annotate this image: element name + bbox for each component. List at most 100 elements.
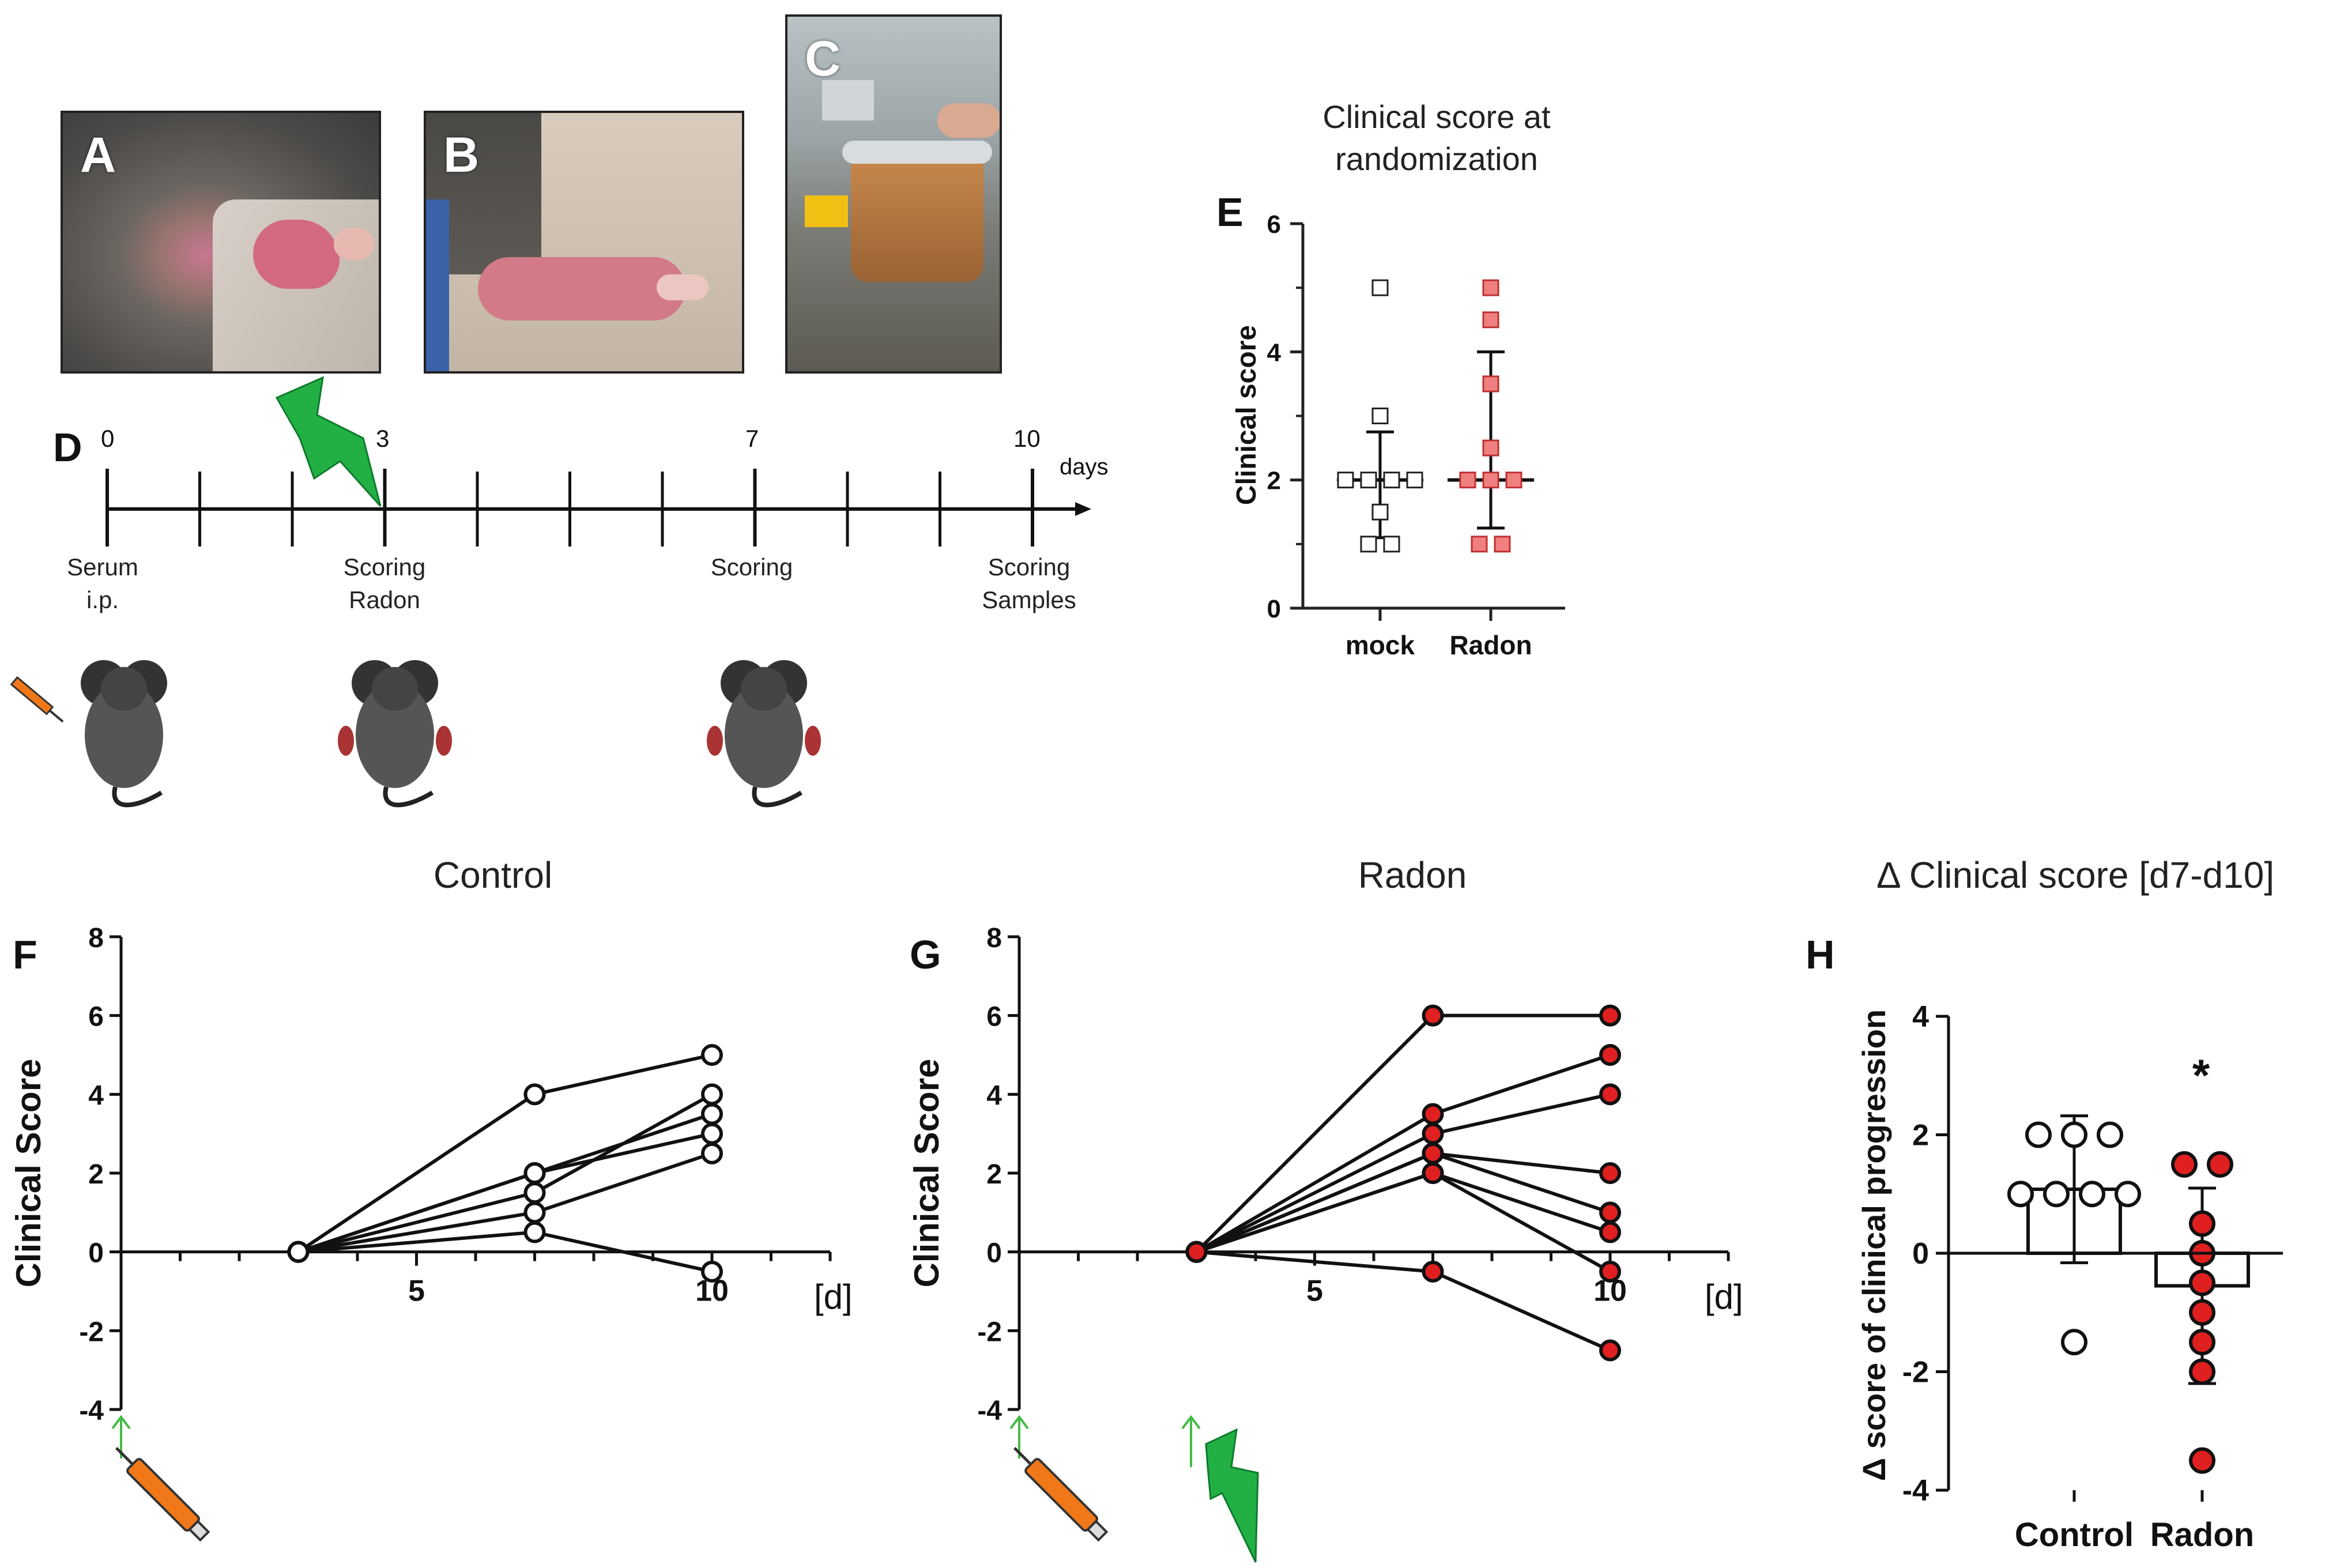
y-tick-label: -2	[1902, 1356, 1929, 1389]
data-point	[1422, 1122, 1444, 1145]
photo-c-radon-chamber: C	[785, 14, 1002, 374]
syringe-icon	[10, 676, 64, 723]
data-point	[2061, 1329, 2087, 1356]
panel-letter-e: E	[1216, 190, 1243, 235]
data-point	[2043, 1181, 2070, 1208]
data-point	[2189, 1358, 2215, 1385]
chart-e-ylabel: Clinical score	[1231, 325, 1262, 505]
y-tick-label: 6	[1267, 210, 1281, 239]
data-point	[1599, 1221, 1621, 1243]
y-tick-label: 0	[88, 1238, 104, 1269]
lightning-bolt-icon	[1205, 1428, 1259, 1563]
data-point	[1360, 536, 1377, 553]
data-point	[1482, 472, 1499, 489]
event-label: Radon	[349, 586, 420, 613]
syringe-icon	[1013, 1446, 1109, 1542]
data-point	[701, 1103, 723, 1125]
data-point	[2025, 1121, 2052, 1148]
mouse-icon-day3	[338, 660, 452, 808]
series-line	[1196, 1171, 1611, 1254]
y-tick-label: 8	[88, 923, 104, 953]
data-point	[701, 1122, 723, 1145]
timeline-unit: days	[1060, 454, 1109, 480]
data-point	[2189, 1299, 2215, 1326]
event-label: Scoring	[988, 553, 1070, 581]
mouse-icon-day7	[707, 660, 821, 808]
syringe-icon	[115, 1446, 210, 1542]
data-point	[1371, 408, 1389, 424]
arrow-up-icon	[111, 1415, 131, 1430]
data-point	[2189, 1329, 2215, 1356]
chart-f-xlabel: [d]	[814, 1277, 853, 1316]
series-line	[1196, 1092, 1611, 1254]
data-point	[701, 1260, 723, 1283]
y-tick-label: -2	[79, 1317, 104, 1347]
data-point	[523, 1162, 546, 1184]
timeline-day-label: 3	[376, 425, 389, 452]
data-point	[1599, 1004, 1621, 1027]
panel-letter-g: G	[910, 932, 941, 977]
timeline-day-label: 10	[1013, 425, 1041, 452]
data-point	[1459, 472, 1476, 489]
chart-g-xlabel: [d]	[1705, 1277, 1743, 1316]
data-point	[1482, 439, 1499, 457]
y-tick-label: -4	[1902, 1474, 1929, 1507]
data-point	[1482, 311, 1499, 329]
y-tick-label: 4	[986, 1080, 1002, 1111]
data-point	[2115, 1181, 2141, 1208]
series-line	[297, 1053, 713, 1254]
chart-f-ylabel: Clinical Score	[9, 1059, 48, 1288]
data-point	[1599, 1162, 1621, 1184]
data-point	[1422, 1260, 1444, 1283]
photo-b-hind-paw: B	[424, 111, 744, 374]
data-point	[1482, 279, 1499, 296]
y-tick-label: 4	[1912, 1000, 1929, 1034]
y-tick-label: 4	[1267, 338, 1282, 367]
data-point	[1371, 503, 1389, 521]
event-label: Serum	[67, 553, 138, 581]
y-tick-label: -4	[977, 1396, 1002, 1426]
data-point	[1185, 1241, 1208, 1263]
event-label: Scoring	[711, 553, 793, 581]
chart-h-xtick: Control	[2015, 1516, 2134, 1554]
arrow-up-icon	[1009, 1415, 1029, 1430]
data-point	[2007, 1181, 2034, 1208]
chart-f-title: Control	[434, 854, 552, 896]
data-point	[1599, 1044, 1621, 1066]
data-point	[701, 1044, 723, 1066]
chart-h-xtick: Radon	[2150, 1516, 2254, 1554]
y-tick-label: 0	[986, 1238, 1002, 1269]
panel-letter-h: H	[1806, 932, 1835, 977]
data-point	[1599, 1201, 1621, 1224]
chart-e: Clinical score at randomization E Clinic…	[1216, 99, 1565, 660]
data-point	[2061, 1121, 2087, 1148]
series-line	[1196, 1250, 1611, 1352]
arrow-up-icon	[1181, 1415, 1201, 1430]
panel-letter-a: A	[80, 127, 116, 183]
data-point	[2171, 1151, 2198, 1178]
chart-h-plot-area: -4 -2 0 2 4	[1902, 1000, 2283, 1507]
data-point	[1406, 472, 1423, 489]
chart-h: Δ Clinical score [d7-d10] H Δ score of c…	[1806, 854, 2283, 1554]
panel-letter-d: D	[53, 425, 82, 470]
data-point	[1371, 279, 1389, 296]
data-point	[523, 1083, 546, 1106]
data-point	[1337, 472, 1354, 489]
chart-e-xtick: Radon	[1449, 630, 1532, 660]
chart-h-ylabel: Δ score of clinical progression	[1856, 1009, 1892, 1481]
timeline-ticks	[105, 469, 1034, 546]
x-tick-label: 5	[1306, 1275, 1323, 1308]
data-point	[701, 1142, 723, 1164]
data-point	[701, 1083, 723, 1106]
y-tick-label: 4	[88, 1080, 104, 1111]
mouse-icon-day0	[10, 660, 167, 808]
y-tick-label: 2	[88, 1159, 104, 1190]
data-point	[2079, 1181, 2105, 1208]
data-point	[1599, 1260, 1621, 1283]
data-point	[523, 1201, 546, 1224]
data-point	[1422, 1004, 1444, 1027]
